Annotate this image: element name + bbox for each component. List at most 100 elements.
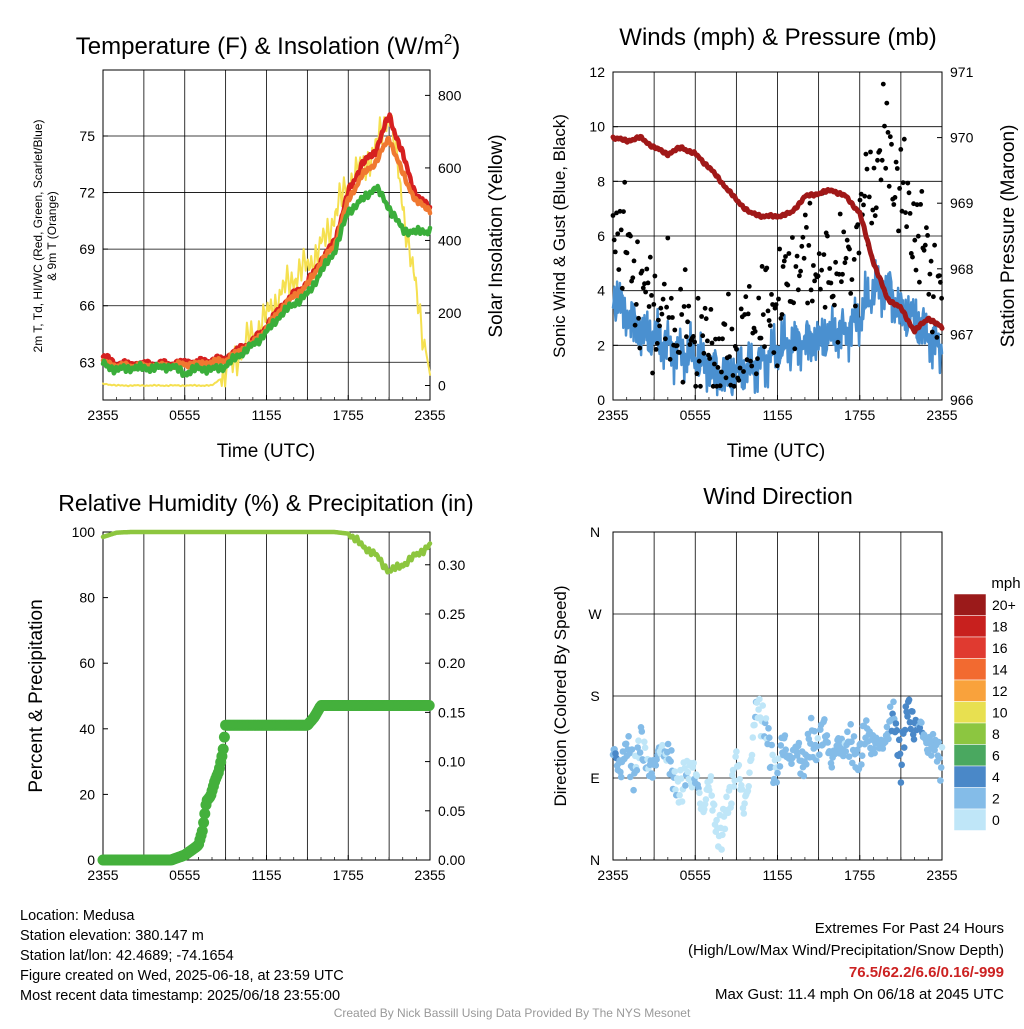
winds-ytick-label-right-1: 967 [950, 326, 974, 342]
wdir-ytick-label-3: W [588, 606, 602, 622]
winds-gust-point-128 [759, 264, 765, 269]
winds-ytick-label-left-3: 6 [597, 228, 605, 244]
winds-gust-point-150 [785, 282, 791, 288]
rh-ytick-label-left-3: 60 [79, 655, 95, 671]
wdir-legend-swatch-1 [953, 615, 987, 638]
wdir-point-293 [850, 733, 858, 740]
wdir-point-172 [751, 721, 758, 729]
winds-gust-point-165 [802, 212, 808, 218]
winds-gust-point-167 [805, 300, 810, 306]
rh-ytick-label-right-6: 0.30 [438, 557, 465, 573]
winds-gust-point-17 [630, 275, 636, 281]
station-elevation: Station elevation: 380.147 m [20, 928, 204, 944]
wdir-point-132 [718, 846, 725, 853]
winds-gust-point-155 [791, 300, 796, 306]
wdir-point-261 [824, 739, 831, 746]
winds-gust-point-171 [809, 298, 815, 304]
wdir-point-170 [749, 734, 757, 741]
wdir-point-35 [638, 728, 646, 735]
winds-gust-point-112 [741, 369, 746, 374]
winds-gust-point-220 [866, 194, 872, 200]
winds-gust-point-49 [667, 356, 673, 362]
winds-gust-point-179 [819, 267, 824, 273]
wdir-point-203 [776, 763, 784, 770]
wdir-point-19 [625, 733, 632, 740]
wdir-point-111 [701, 806, 708, 813]
winds-gust-point-168 [806, 243, 812, 248]
wdir-ytick-label-2: S [590, 688, 599, 704]
winds-gust-point-242 [892, 195, 898, 200]
winds-gust-point-72 [694, 371, 700, 377]
wdir-point-204 [777, 742, 785, 749]
wdir-point-350 [897, 779, 905, 786]
winds-gust-point-130 [762, 344, 767, 350]
winds-gust-point-263 [917, 279, 922, 285]
winds-gust-point-245 [896, 228, 901, 234]
winds-gust-point-143 [777, 246, 782, 252]
winds-xtick-label-4: 2355 [926, 407, 957, 423]
wdir-point-290 [848, 738, 855, 745]
wdir-ytick-label-0: N [590, 852, 600, 868]
temp-ytick-label-right-1: 200 [438, 305, 462, 321]
winds-gust-point-135 [767, 323, 773, 328]
temp-xtick-label-0: 2355 [87, 407, 118, 423]
winds-gust-point-234 [883, 165, 889, 171]
winds-panel: Winds (mph) & Pressure (mb) Time (UTC) S… [550, 24, 1019, 462]
wdir-ytick-label-4: N [590, 524, 600, 540]
wdir-legend-swatch-5 [953, 701, 987, 724]
winds-gust-point-57 [677, 350, 682, 355]
winds-gust-point-7 [618, 227, 624, 233]
extremes-info: Extremes For Past 24 Hours (High/Low/Max… [688, 918, 1004, 1006]
winds-gust-point-47 [665, 235, 671, 241]
winds-ytick-label-left-4: 8 [597, 173, 605, 189]
winds-gust-point-161 [798, 268, 803, 274]
temp-series-line-3 [102, 113, 431, 388]
winds-gust-point-207 [851, 257, 857, 262]
wdir-point-120 [708, 792, 715, 799]
wdir-legend-label-5: 10 [992, 705, 1008, 721]
rh-ytick-label-right-1: 0.05 [438, 803, 465, 819]
wdir-legend-swatch-0 [953, 593, 987, 616]
wdir-point-333 [883, 723, 891, 731]
wdir-point-150 [733, 748, 740, 755]
wdir-point-337 [886, 703, 894, 711]
rh-xtick-label-0: 2355 [87, 867, 118, 883]
winds-gust-point-69 [691, 334, 696, 339]
wdir-xtick-label-4: 2355 [926, 867, 957, 883]
winds-gust-point-138 [771, 350, 777, 355]
max-gust: Max Gust: 11.4 mph On 06/18 at 2045 UTC [714, 986, 1004, 1003]
winds-gust-point-148 [783, 254, 788, 259]
wdir-point-345 [893, 727, 901, 734]
wdir-legend-label-2: 16 [992, 640, 1008, 656]
winds-gust-point-246 [897, 186, 902, 191]
winds-gust-point-137 [770, 302, 775, 307]
wdir-point-145 [729, 771, 736, 779]
winds-gust-point-90 [715, 365, 721, 370]
wdir-point-351 [898, 761, 905, 769]
wdir-point-182 [759, 702, 766, 709]
winds-gust-point-160 [797, 273, 802, 279]
winds-gust-point-76 [699, 314, 704, 319]
winds-gust-point-77 [700, 333, 706, 339]
wdir-point-199 [773, 779, 780, 786]
winds-ytick-label-right-2: 968 [950, 261, 974, 277]
winds-gust-point-162 [799, 243, 805, 249]
winds-gust-point-134 [766, 318, 772, 323]
winds-gust-point-87 [712, 361, 717, 367]
winds-gust-point-127 [758, 335, 764, 341]
winds-gust-point-163 [800, 234, 806, 240]
wdir-point-193 [768, 741, 775, 749]
winds-gust-point-238 [887, 134, 893, 140]
wdir-point-217 [788, 760, 795, 767]
winds-gust-point-230 [878, 177, 884, 183]
winds-gust-point-275 [931, 294, 936, 300]
wdir-chart-ylabel-left: Direction (Colored By Speed) [551, 585, 570, 806]
winds-gust-point-157 [793, 264, 799, 269]
winds-gust-point-201 [844, 237, 850, 243]
winds-gust-point-247 [898, 147, 904, 152]
wdir-point-157 [738, 786, 746, 793]
winds-gust-point-18 [631, 258, 637, 264]
wdir-legend-swatch-4 [953, 679, 987, 702]
winds-gust-point-34 [650, 370, 655, 376]
winds-ytick-label-left-6: 12 [589, 64, 605, 80]
